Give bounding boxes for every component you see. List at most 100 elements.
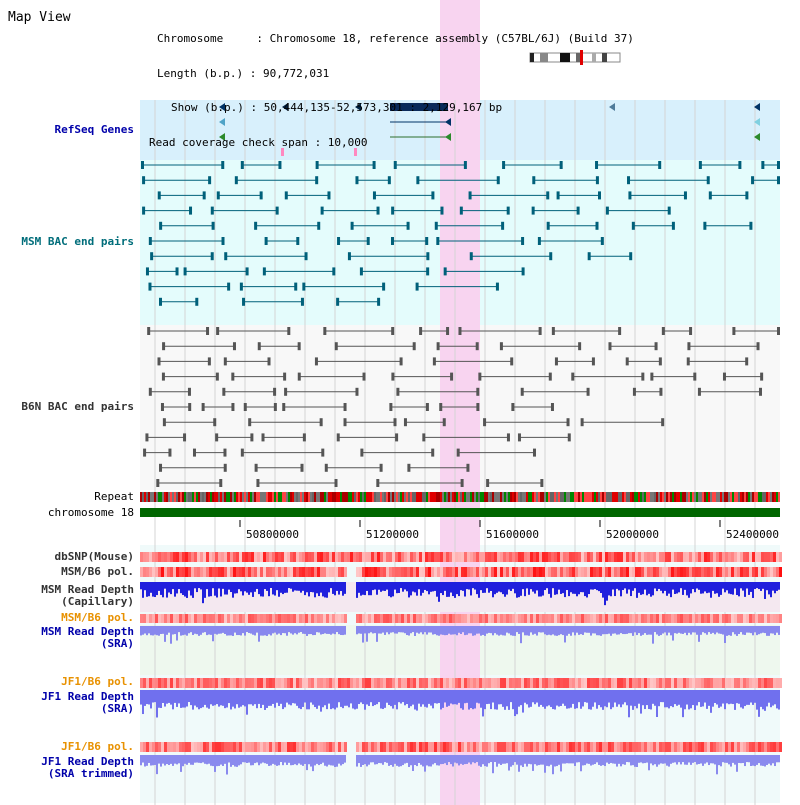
- polymorphism-cell: [266, 742, 269, 752]
- track-label-msm-depth-sra[interactable]: MSM Read Depth (SRA): [41, 626, 134, 650]
- bac-pair-end: [175, 267, 179, 276]
- polymorphism-cell: [512, 567, 515, 577]
- depth-bar: [448, 755, 450, 763]
- repeat-segment: [678, 492, 680, 502]
- bac-pair-end: [628, 191, 632, 200]
- depth-bar: [310, 690, 312, 703]
- depth-bar: [596, 690, 598, 709]
- polymorphism-cell: [317, 614, 320, 623]
- repeat-segment: [544, 492, 546, 502]
- polymorphism-cell: [584, 567, 587, 577]
- track-label-jf1-pol-2[interactable]: JF1/B6 pol.: [61, 740, 134, 753]
- bac-pair-end: [202, 191, 206, 200]
- polymorphism-cell: [344, 552, 347, 562]
- polymorphism-cell: [680, 552, 683, 562]
- depth-bar: [416, 582, 418, 596]
- track-label-refseq[interactable]: RefSeq Genes: [54, 123, 134, 136]
- track-label-chromosome[interactable]: chromosome 18: [47, 506, 134, 519]
- repeat-segment: [350, 492, 352, 502]
- bac-pair-end: [157, 357, 161, 366]
- polymorphism-cell: [356, 567, 359, 577]
- polymorphism-cell: [440, 552, 443, 562]
- depth-bar: [498, 755, 500, 764]
- polymorphism-cell: [413, 567, 416, 577]
- polymorphism-cell: [494, 614, 497, 623]
- depth-bar: [568, 755, 570, 764]
- polymorphism-cell: [770, 552, 773, 562]
- repeat-segment: [188, 492, 190, 502]
- polymorphism-cell: [686, 614, 689, 623]
- depth-bar: [142, 690, 144, 715]
- bac-pair-end: [751, 176, 755, 185]
- polymorphism-cell: [674, 614, 677, 623]
- polymorphism-cell: [320, 742, 323, 752]
- polymorphism-cell: [455, 567, 458, 577]
- repeat-segment: [164, 492, 166, 502]
- track-label-msm-b6-pol[interactable]: MSM/B6 pol.: [61, 565, 134, 578]
- repeat-segment: [270, 492, 272, 502]
- polymorphism-cell: [731, 678, 734, 688]
- depth-bar: [724, 626, 726, 644]
- polymorphism-cell: [383, 567, 386, 577]
- polymorphism-cell: [695, 614, 698, 623]
- polymorphism-cell: [704, 567, 707, 577]
- depth-bar: [760, 755, 762, 766]
- depth-bar: [392, 626, 394, 633]
- polymorphism-cell: [233, 742, 236, 752]
- depth-bar: [364, 755, 366, 765]
- polymorphism-cell: [590, 614, 593, 623]
- polymorphism-cell: [461, 678, 464, 688]
- repeat-segment: [504, 492, 506, 502]
- depth-bar: [294, 755, 296, 765]
- polymorphism-cell: [164, 614, 167, 623]
- bac-pair-end: [379, 463, 383, 472]
- track-label-jf1-depth[interactable]: JF1 Read Depth (SRA): [41, 691, 134, 715]
- depth-bar: [404, 755, 406, 764]
- bac-pair-end: [283, 372, 287, 381]
- polymorphism-cell: [362, 567, 365, 577]
- track-label-dbsnp[interactable]: dbSNP(Mouse): [54, 550, 134, 563]
- repeat-segment: [394, 492, 396, 502]
- depth-bar: [496, 626, 498, 635]
- track-label-msm-depth-capillary[interactable]: MSM Read Depth (Capillary): [41, 584, 134, 608]
- polymorphism-cell: [623, 678, 626, 688]
- depth-bar: [768, 755, 770, 764]
- polymorphism-cell: [722, 742, 725, 752]
- track-label-repeat[interactable]: Repeat: [94, 490, 134, 503]
- depth-bar: [210, 582, 212, 597]
- polymorphism-cell: [344, 742, 347, 752]
- polymorphism-cell: [719, 678, 722, 688]
- polymorphism-cell: [353, 552, 356, 562]
- depth-bar: [204, 626, 206, 633]
- repeat-segment: [376, 492, 378, 502]
- polymorphism-cell: [509, 678, 512, 688]
- track-label-jf1-pol-1[interactable]: JF1/B6 pol.: [61, 675, 134, 688]
- polymorphism-cell: [431, 552, 434, 562]
- depth-bar: [280, 582, 282, 593]
- depth-bar: [338, 626, 340, 635]
- depth-bar: [762, 690, 764, 710]
- gene-arrow: [219, 118, 225, 126]
- bac-pair-end: [777, 176, 780, 185]
- depth-bar: [750, 582, 752, 592]
- track-label-msm-b6-pol-2[interactable]: MSM/B6 pol.: [61, 611, 134, 624]
- track-label-msm-bac[interactable]: MSM BAC end pairs: [21, 235, 134, 248]
- depth-bar: [312, 690, 314, 705]
- depth-bar: [296, 626, 298, 635]
- depth-bar: [584, 755, 586, 766]
- depth-bar: [490, 755, 492, 763]
- repeat-segment: [462, 492, 464, 502]
- depth-bar: [652, 626, 654, 644]
- polymorphism-cell: [743, 678, 746, 688]
- polymorphism-cell: [476, 742, 479, 752]
- depth-bar: [752, 690, 754, 705]
- track-label-b6n-bac[interactable]: B6N BAC end pairs: [21, 400, 134, 413]
- repeat-segment: [338, 492, 340, 502]
- polymorphism-cell: [479, 742, 482, 752]
- depth-bar: [736, 582, 738, 596]
- bac-pair-end: [511, 403, 515, 411]
- depth-bar: [474, 626, 476, 636]
- depth-bar: [776, 755, 778, 763]
- track-label-jf1-depth-trimmed[interactable]: JF1 Read Depth (SRA trimmed): [41, 756, 134, 780]
